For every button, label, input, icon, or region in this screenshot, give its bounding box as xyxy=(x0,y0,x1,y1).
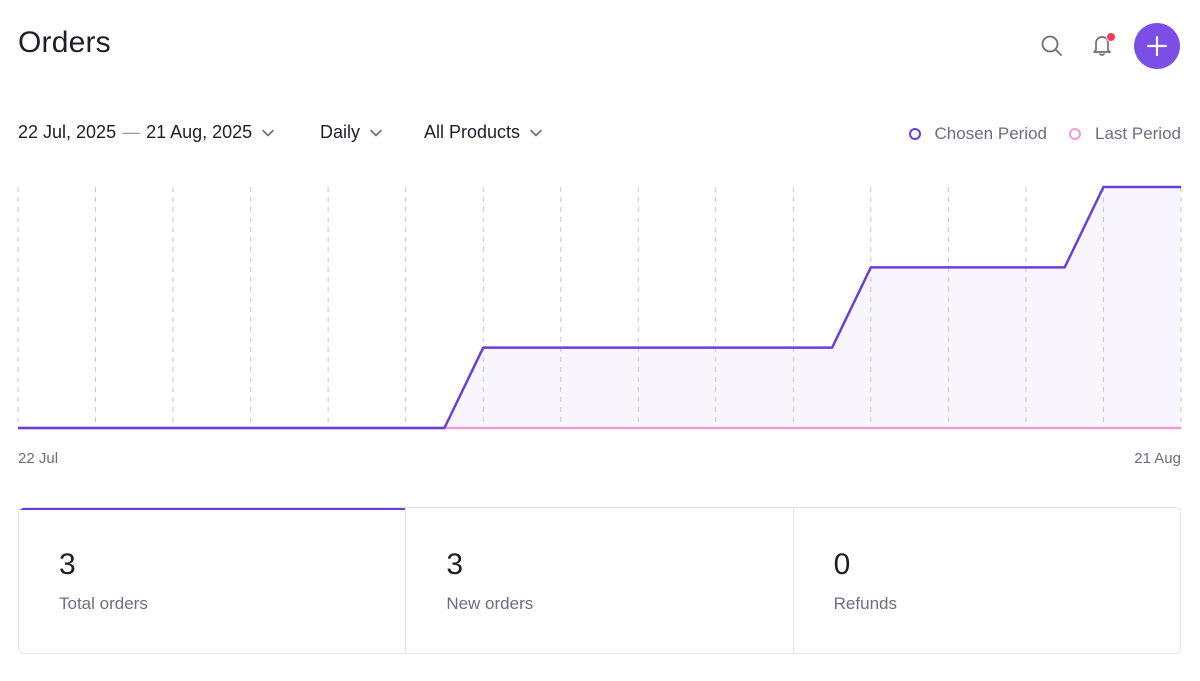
legend-chosen-period[interactable]: Chosen Period xyxy=(908,124,1047,144)
date-end: 21 Aug, 2025 xyxy=(146,122,253,142)
stat-label: Total orders xyxy=(59,594,148,613)
series-line-chosen xyxy=(18,185,1181,430)
legend-last-label: Last Period xyxy=(1095,124,1181,143)
legend-last-period[interactable]: Last Period xyxy=(1069,124,1181,144)
chevron-down-icon xyxy=(262,129,274,137)
bell-icon xyxy=(1093,36,1111,56)
chart-legend: Chosen Period Last Period xyxy=(887,124,1181,144)
legend-dot-last xyxy=(1069,128,1081,140)
search-icon xyxy=(1041,35,1062,56)
orders-line-chart xyxy=(17,185,1182,430)
search-button[interactable] xyxy=(1036,30,1068,62)
stat-label: New orders xyxy=(446,594,534,613)
x-axis-start-label: 22 Jul xyxy=(18,450,59,467)
notification-badge xyxy=(1106,32,1116,42)
add-order-button[interactable] xyxy=(1134,23,1180,69)
stat-total-orders[interactable]: 3 Total orders xyxy=(19,508,407,653)
x-axis-end-label: 21 Aug xyxy=(1134,450,1181,467)
stat-label: Refunds xyxy=(833,594,897,613)
plus-icon xyxy=(1146,35,1168,57)
notifications-button[interactable] xyxy=(1086,28,1118,62)
page-title: Orders xyxy=(18,26,111,59)
chevron-down-icon xyxy=(530,129,542,137)
stat-value: 3 xyxy=(59,548,76,581)
stat-value: 3 xyxy=(446,548,464,581)
stat-refunds[interactable]: 0 Refunds xyxy=(794,508,1180,653)
interval-dropdown[interactable]: Daily xyxy=(320,122,382,143)
stat-value: 0 xyxy=(833,548,851,581)
stat-new-orders[interactable]: 3 New orders xyxy=(406,508,794,653)
series-area-chosen xyxy=(18,187,1181,428)
interval-label: Daily xyxy=(320,122,361,142)
products-label: All Products xyxy=(424,122,521,142)
chevron-down-icon xyxy=(370,129,382,137)
stats-panel: 3 Total orders 3 New orders 0 Refunds xyxy=(18,507,1181,654)
legend-dot-chosen xyxy=(908,128,921,140)
products-dropdown[interactable]: All Products xyxy=(424,122,542,143)
legend-chosen-label: Chosen Period xyxy=(934,124,1047,143)
date-range-dropdown[interactable]: 22 Jul, 2025 — 21 Aug, 2025 xyxy=(18,122,274,143)
date-start: 22 Jul, 2025 xyxy=(18,122,117,142)
date-separator: — xyxy=(122,122,141,142)
